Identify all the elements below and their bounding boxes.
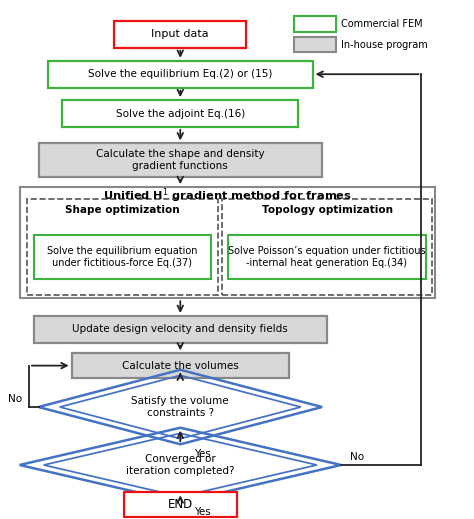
Text: Solve the equilibrium equation
under fictitious-force Eq.(37): Solve the equilibrium equation under fic… [47,246,197,268]
Text: Update design velocity and density fields: Update design velocity and density field… [73,324,288,334]
Text: Calculate the volumes: Calculate the volumes [122,361,239,371]
FancyBboxPatch shape [228,235,426,279]
FancyBboxPatch shape [34,235,211,279]
FancyBboxPatch shape [27,199,218,295]
Text: Calculate the shape and density
gradient functions: Calculate the shape and density gradient… [96,149,264,171]
FancyBboxPatch shape [294,37,336,52]
Text: No: No [350,452,365,462]
FancyBboxPatch shape [34,316,327,343]
Text: Input data: Input data [152,30,209,39]
FancyBboxPatch shape [72,353,289,378]
Text: Unified H$^1$ gradient method for frames: Unified H$^1$ gradient method for frames [103,186,352,204]
FancyBboxPatch shape [124,493,237,517]
Text: Yes: Yes [194,448,211,459]
Text: Topology optimization: Topology optimization [262,206,392,215]
Text: In-house program: In-house program [341,39,428,50]
Text: Solve the adjoint Eq.(16): Solve the adjoint Eq.(16) [116,108,245,118]
FancyBboxPatch shape [38,143,322,177]
Text: Shape optimization: Shape optimization [65,206,180,215]
FancyBboxPatch shape [62,100,299,127]
Text: No: No [8,394,22,404]
Text: Commercial FEM: Commercial FEM [341,19,423,29]
FancyBboxPatch shape [294,16,336,32]
Text: Solve the equilibrium Eq.(2) or (15): Solve the equilibrium Eq.(2) or (15) [88,69,273,79]
Text: Satisfy the volume
constraints ?: Satisfy the volume constraints ? [131,396,229,418]
FancyBboxPatch shape [48,61,313,88]
Text: Yes: Yes [194,507,211,516]
Text: Converged or
iteration completed?: Converged or iteration completed? [126,454,235,476]
FancyBboxPatch shape [222,199,432,295]
Text: Solve Poisson’s equation under fictitious
-internal heat generation Eq.(34): Solve Poisson’s equation under fictitiou… [228,246,426,268]
Text: END: END [168,498,193,511]
FancyBboxPatch shape [114,21,246,48]
FancyBboxPatch shape [19,187,436,298]
